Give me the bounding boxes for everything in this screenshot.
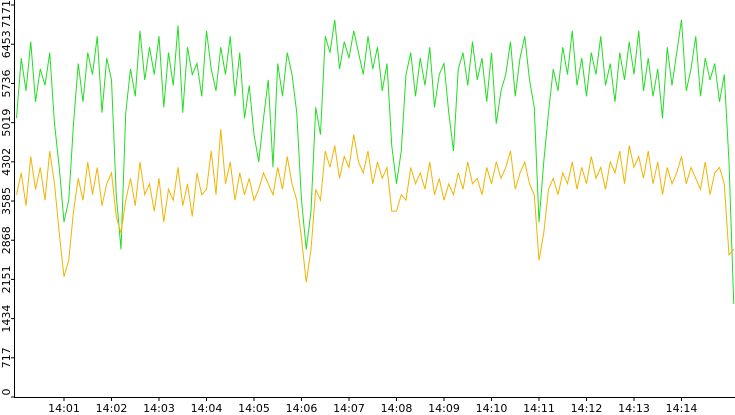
x-tick-label: 14:13 [618, 402, 650, 415]
x-tick-label: 14:07 [333, 402, 365, 415]
y-tick-label: 1434 [0, 305, 13, 333]
y-tick-label: 2868 [0, 226, 13, 254]
x-tick-label: 14:11 [523, 402, 555, 415]
y-tick-label: 5019 [0, 109, 13, 137]
series-line [16, 19, 735, 305]
x-tick-label: 14:04 [191, 402, 223, 415]
y-tick-label: 2151 [0, 265, 13, 293]
x-tick-label: 14:02 [96, 402, 128, 415]
y-tick-label: 5736 [0, 69, 13, 97]
y-tick-label: 6453 [0, 30, 13, 58]
x-tick-label: 14:10 [476, 402, 508, 415]
x-tick-label: 14:08 [381, 402, 413, 415]
x-tick-label: 14:06 [286, 402, 318, 415]
y-tick-label: 3585 [0, 187, 13, 215]
x-tick-label: 14:03 [143, 402, 175, 415]
y-tick-label: 0 [0, 389, 13, 396]
y-tick-label: 7171 [0, 0, 13, 28]
x-tick-label: 14:12 [571, 402, 603, 415]
x-tick-label: 14:05 [238, 402, 270, 415]
x-tick-label: 14:09 [428, 402, 460, 415]
y-tick-label: 4302 [0, 148, 13, 176]
x-tick-label: 14:14 [666, 402, 698, 415]
y-tick-label: 717 [0, 347, 13, 368]
series-line [16, 129, 735, 283]
x-tick-label: 14:01 [48, 402, 80, 415]
